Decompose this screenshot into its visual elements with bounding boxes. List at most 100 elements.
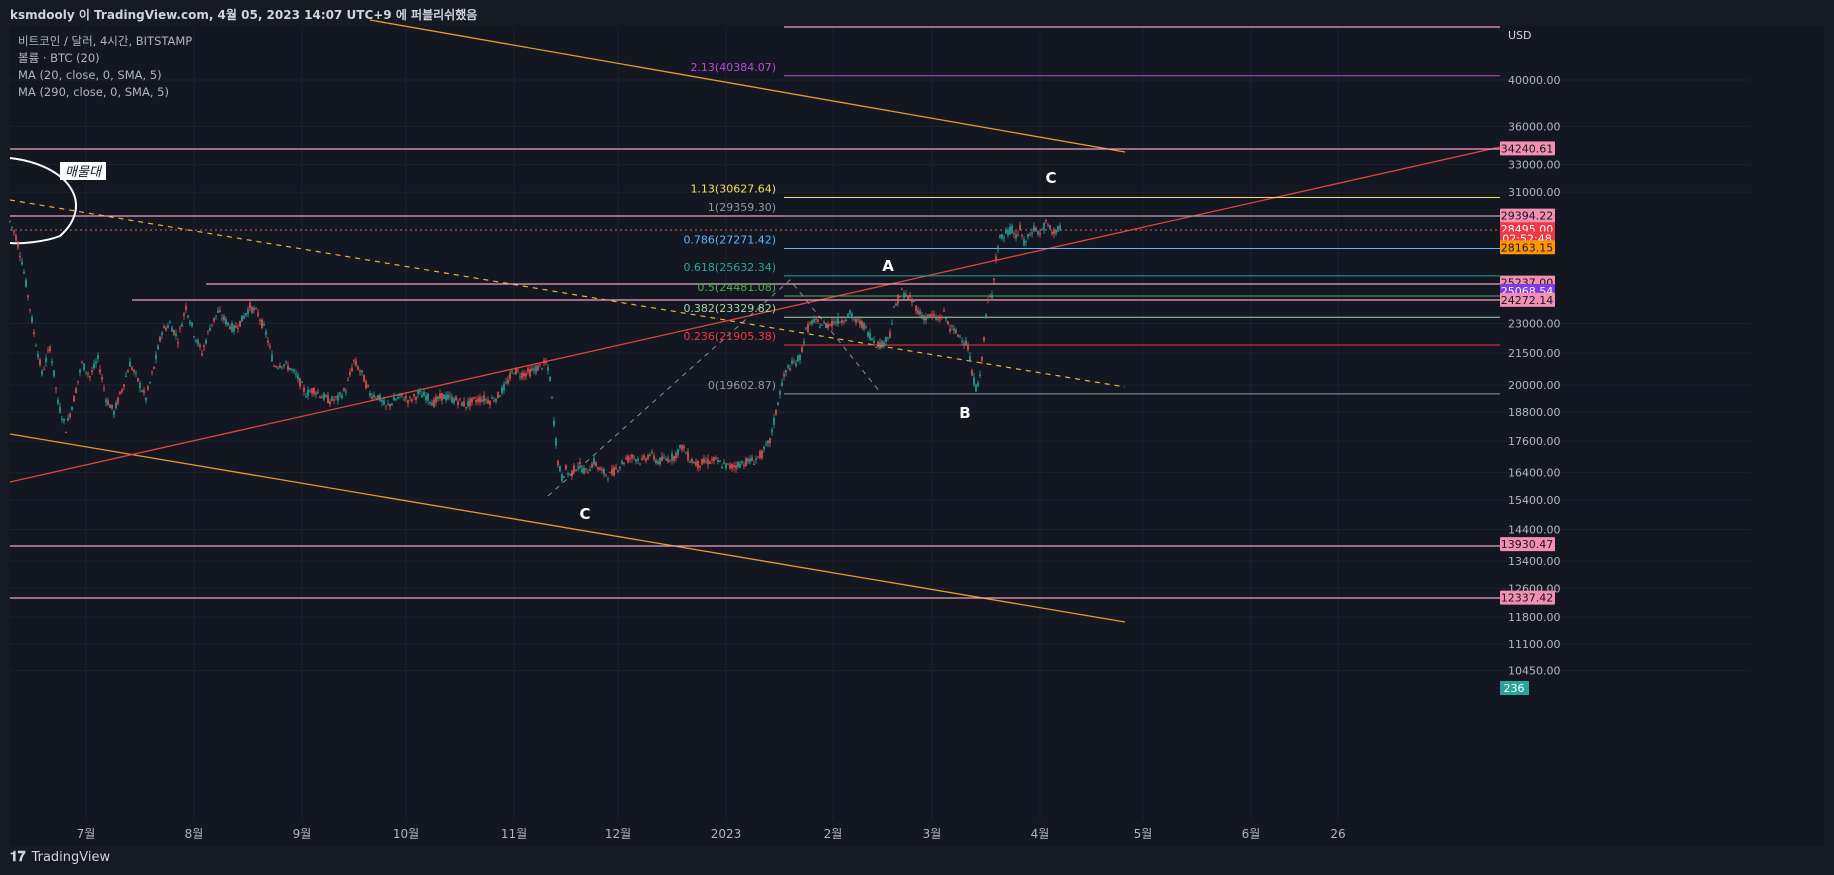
candle-body [205, 340, 207, 344]
candle-body [273, 365, 275, 367]
candle-body [585, 468, 587, 470]
candle-body [347, 379, 349, 381]
candle-body [207, 331, 209, 333]
legend-symbol[interactable]: 비트코인 / 달러, 4시간, BITSTAMP [18, 34, 193, 48]
candle-body [919, 311, 921, 315]
candle-body [639, 463, 641, 465]
candle-body [163, 326, 165, 329]
candle-body [49, 346, 51, 352]
candle-body [511, 371, 513, 373]
candle-body [781, 382, 783, 387]
candle-body [349, 372, 351, 376]
candle-body [573, 465, 575, 473]
candle-body [485, 399, 487, 401]
candle-body [531, 368, 533, 371]
time-tick-label: 2023 [711, 827, 742, 841]
price-badge [1500, 292, 1555, 307]
candle-body [965, 340, 967, 346]
candle-body [441, 393, 443, 401]
candle-body [873, 340, 875, 343]
candle-body [399, 393, 401, 397]
candle-body [353, 359, 355, 362]
time-axis: 7월 8월 9월 10월 11월 12월 2023 2월 3월 4월 5월 6월 26 [77, 827, 1346, 841]
candle-body [795, 363, 797, 366]
candle-body [559, 466, 561, 472]
wave-label: C [579, 505, 590, 523]
candle-body [659, 457, 661, 465]
candle-body [389, 403, 391, 407]
candle-body [285, 361, 287, 363]
price-badge-label: 29394.22 [1501, 210, 1554, 223]
candle-body [801, 347, 803, 353]
annotation-box [60, 162, 106, 180]
time-tick-label: 11월 [501, 827, 527, 841]
candle-body [875, 347, 877, 349]
candle-body [423, 391, 425, 396]
candle-body [439, 393, 441, 399]
candle-body [823, 322, 825, 324]
candle-body [1011, 225, 1013, 234]
footer-brand[interactable]: 𝟏𝟕 TradingView [10, 849, 110, 865]
candle-body [955, 329, 957, 334]
chart-panel[interactable] [10, 26, 1824, 846]
candle-body [443, 394, 445, 399]
volume-badge-label: 236 [1504, 682, 1525, 695]
candle-body [549, 377, 551, 382]
candle-body [967, 345, 969, 351]
candle-body [335, 396, 337, 398]
candle-body [843, 321, 845, 323]
candle-body [149, 382, 151, 384]
legend-indicator-ma290[interactable]: MA (290, close, 0, SMA, 5) [18, 85, 169, 99]
candle-body [861, 321, 863, 328]
candle-body [625, 457, 627, 460]
candle-body [811, 320, 813, 325]
candle-body [287, 365, 289, 370]
candle-body [255, 308, 257, 310]
candle-body [731, 463, 733, 469]
candle-body [429, 401, 431, 404]
candle-body [363, 374, 365, 382]
candle-body [283, 364, 285, 367]
candle-body [299, 378, 301, 387]
candle-body [975, 384, 977, 392]
candle-body [1013, 233, 1015, 235]
legend-indicator-volume[interactable]: 볼륨 · BTC (20) [18, 51, 100, 65]
candle-body [553, 420, 555, 426]
candle-body [463, 401, 465, 407]
price-tick-label: 18800.00 [1508, 406, 1561, 419]
candle-body [541, 368, 543, 370]
candle-body [261, 319, 263, 328]
candle-body [545, 362, 547, 364]
candle-body [993, 278, 995, 280]
price-badge [1500, 141, 1555, 156]
candle-body [39, 359, 41, 366]
currency-label: USD [1508, 29, 1532, 42]
chart-labels: 2.13(40384.07) 1.13(30627.64) 1(29359.30) 0… [60, 61, 1057, 523]
time-tick-label: 10월 [393, 827, 419, 841]
candle-body [113, 410, 115, 416]
candle-body [631, 454, 633, 459]
legend-indicator-ma20[interactable]: MA (20, close, 0, SMA, 5) [18, 68, 162, 82]
candle-body [517, 369, 519, 371]
candle-body [21, 261, 23, 265]
candle-body [677, 449, 679, 456]
candle-body [599, 467, 601, 471]
candle-body [1027, 234, 1029, 238]
candle-body [15, 235, 17, 241]
candle-body [413, 393, 415, 397]
candle-body [907, 295, 909, 300]
candle-body [899, 296, 901, 298]
chart-legend[interactable]: 비트코인 / 달러, 4시간, BITSTAMP 볼륨 · BTC (20) M… [18, 33, 192, 101]
candle-body [961, 341, 963, 343]
candle-body [713, 457, 715, 462]
candle-body [359, 371, 361, 373]
candle-body [499, 396, 501, 398]
candle-body [729, 464, 731, 469]
candle-body [949, 328, 951, 332]
candle-body [803, 341, 805, 344]
candle-body [869, 332, 871, 340]
candle-body [957, 334, 959, 337]
candle-body [1057, 225, 1059, 232]
candle-body [635, 459, 637, 462]
